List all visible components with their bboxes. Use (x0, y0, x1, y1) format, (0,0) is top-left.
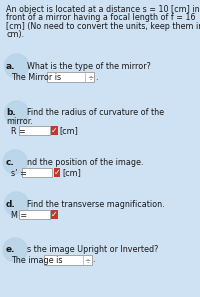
Text: [cm]: [cm] (62, 168, 81, 177)
Text: M =: M = (11, 211, 27, 220)
Text: e.: e. (6, 245, 16, 254)
Text: c.: c. (6, 158, 15, 167)
Text: ÷: ÷ (84, 257, 90, 263)
Text: .: . (92, 255, 95, 265)
FancyBboxPatch shape (47, 72, 94, 82)
Text: An object is located at a distance s = 10 [cm] in: An object is located at a distance s = 1… (6, 5, 200, 14)
Ellipse shape (3, 238, 27, 262)
Text: s’ =: s’ = (11, 169, 26, 178)
FancyBboxPatch shape (54, 168, 60, 177)
FancyBboxPatch shape (44, 255, 92, 265)
Text: .: . (95, 72, 98, 81)
Text: d.: d. (6, 200, 16, 209)
Text: b.: b. (6, 108, 16, 117)
Text: Find the transverse magnification.: Find the transverse magnification. (27, 200, 165, 209)
Text: [cm] (No need to convert the units, keep them in: [cm] (No need to convert the units, keep… (6, 22, 200, 31)
Text: R =: R = (11, 127, 25, 136)
Text: What is the type of the mirror?: What is the type of the mirror? (27, 62, 151, 71)
Text: cm).: cm). (6, 31, 24, 40)
Text: front of a mirror having a focal length of f = 16: front of a mirror having a focal length … (6, 13, 196, 23)
Text: Find the radius of curvature of the: Find the radius of curvature of the (27, 108, 164, 117)
Text: ✓: ✓ (54, 168, 60, 177)
Ellipse shape (3, 150, 27, 174)
Text: ✓: ✓ (51, 210, 58, 219)
FancyBboxPatch shape (51, 210, 58, 219)
FancyBboxPatch shape (19, 210, 50, 219)
Text: s the image Upright or Inverted?: s the image Upright or Inverted? (27, 245, 159, 254)
FancyBboxPatch shape (51, 126, 58, 135)
Ellipse shape (5, 192, 29, 216)
FancyBboxPatch shape (22, 168, 52, 177)
Text: [cm]: [cm] (60, 126, 78, 135)
Text: nd the position of the image.: nd the position of the image. (27, 158, 144, 167)
FancyBboxPatch shape (19, 126, 50, 135)
Text: ÷: ÷ (87, 74, 93, 80)
Ellipse shape (5, 54, 29, 78)
Text: a.: a. (6, 62, 16, 71)
Text: The image is: The image is (11, 256, 62, 265)
Text: ✓: ✓ (51, 126, 58, 135)
Ellipse shape (5, 101, 29, 125)
Text: The Mirror is: The Mirror is (11, 73, 61, 82)
Text: mirror.: mirror. (6, 117, 33, 126)
